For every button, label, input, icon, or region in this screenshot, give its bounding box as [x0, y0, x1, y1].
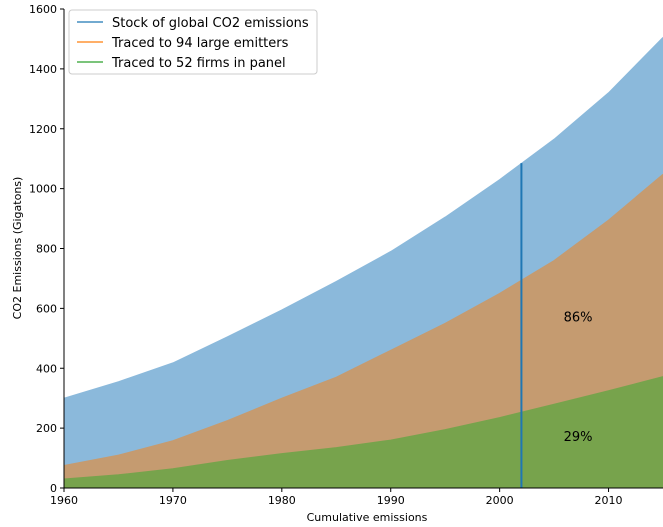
x-tick-label: 1980 — [268, 494, 296, 507]
area-94-emitters — [64, 174, 663, 489]
annotations: 86% 29% — [564, 310, 593, 445]
area-52-firms — [64, 376, 663, 488]
x-tick-label: 2000 — [486, 494, 514, 507]
y-tick-label: 400 — [36, 362, 57, 375]
plot-area — [63, 37, 663, 489]
annotation-29-percent: 29% — [564, 430, 593, 445]
legend: Stock of global CO2 emissions Traced to … — [68, 9, 318, 75]
x-tick-label: 2010 — [595, 494, 623, 507]
legend-label-52-firms: Traced to 52 firms in panel — [111, 56, 286, 71]
legend-label-global: Stock of global CO2 emissions — [112, 16, 309, 31]
y-axis-label: CO2 Emissions (Gigatons) — [11, 177, 24, 320]
line-94-emitters — [63, 173, 663, 466]
y-tick-label: 600 — [36, 302, 57, 315]
y-tick-label: 1000 — [29, 183, 57, 196]
y-tick-label: 800 — [36, 243, 57, 256]
y-tick-label: 200 — [36, 422, 57, 435]
line-52-firms — [63, 376, 663, 480]
y-tick-label: 1400 — [29, 63, 57, 76]
y-tick-label: 0 — [50, 482, 57, 495]
annotation-86-percent: 86% — [564, 310, 593, 325]
x-tick-label: 1960 — [50, 494, 78, 507]
x-axis-label: Cumulative emissions — [307, 511, 428, 524]
legend-label-94-emitters: Traced to 94 large emitters — [111, 36, 289, 51]
axes: 0 200 400 600 800 1000 1200 1400 1600 1960 1970 198… — [29, 3, 663, 507]
line-global-stock — [63, 37, 663, 399]
legend-box — [68, 9, 318, 75]
x-tick-label: 1970 — [159, 494, 187, 507]
y-tick-label: 1600 — [29, 3, 57, 16]
y-tick-label: 1200 — [29, 123, 57, 136]
x-tick-label: 1990 — [377, 494, 405, 507]
